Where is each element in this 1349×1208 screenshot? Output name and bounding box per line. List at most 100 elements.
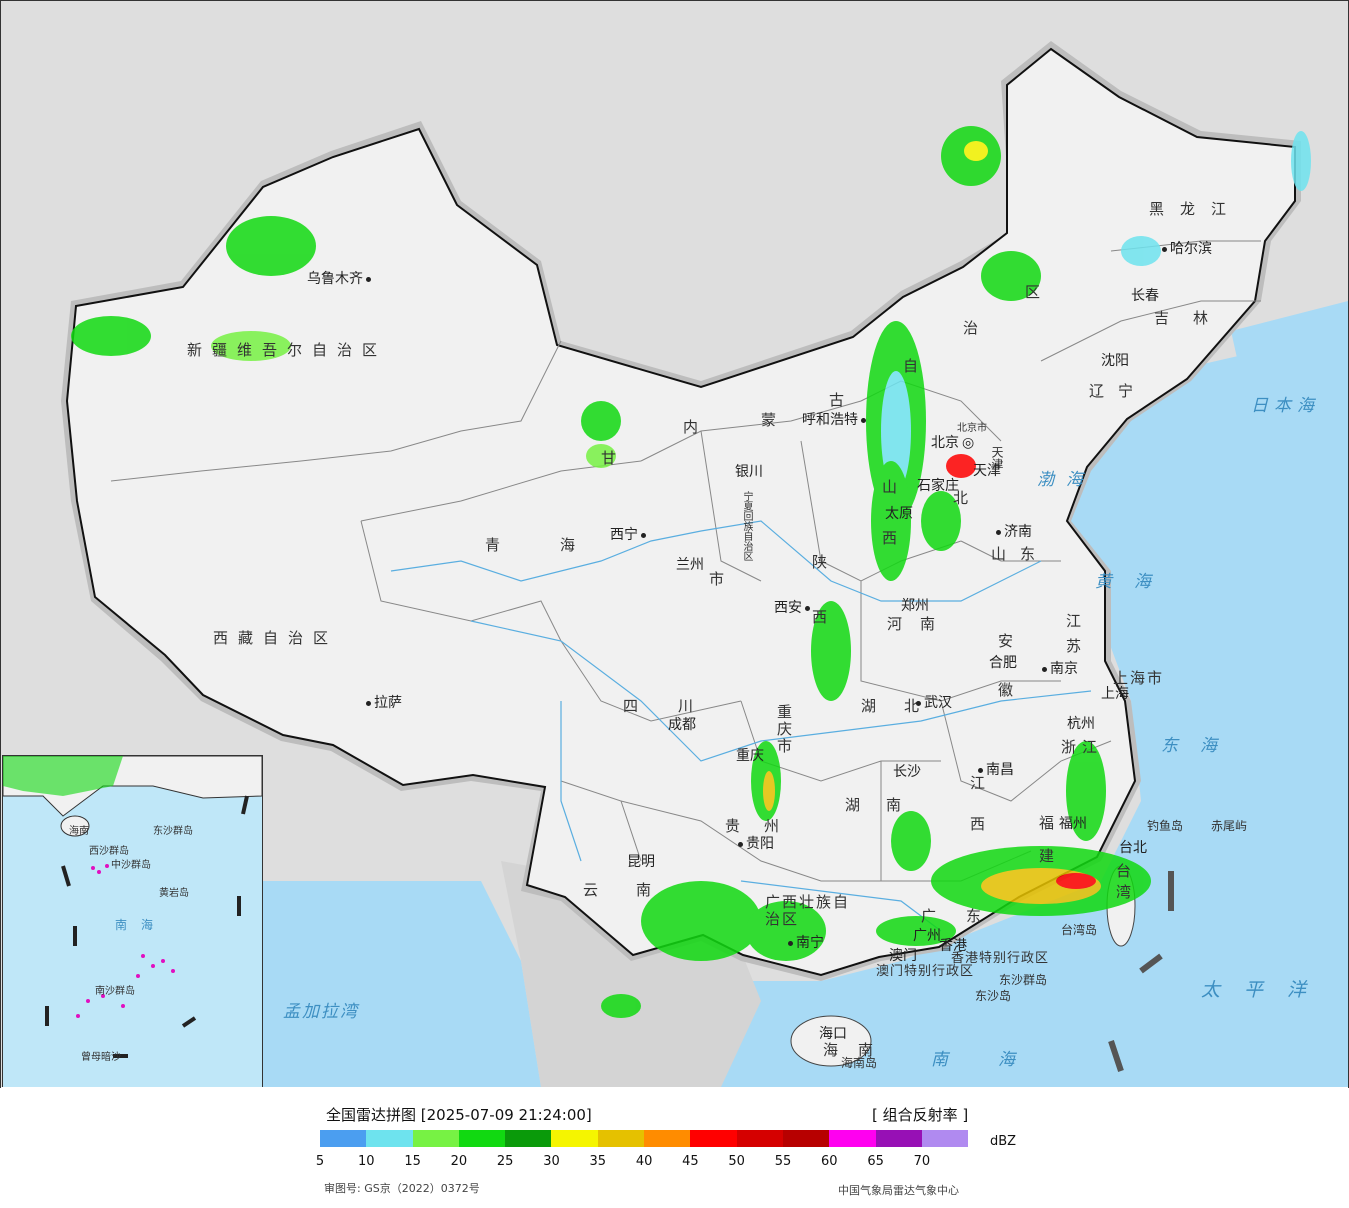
- city-lhasa[interactable]: 拉萨: [363, 692, 402, 712]
- city-dot-icon: [861, 417, 866, 423]
- scale-tick-label: 20: [450, 1154, 468, 1169]
- province-label-liaoning: 辽宁: [1089, 382, 1148, 400]
- scale-tick-label: 65: [867, 1154, 884, 1169]
- city-dot-icon: [366, 700, 371, 706]
- sea-label-taipingyang: 太平洋: [1201, 979, 1331, 1001]
- city-haikou[interactable]: 海口: [819, 1023, 847, 1043]
- sea-label-bohai: 渤海: [1037, 470, 1095, 490]
- boundary-dashes: [1108, 871, 1174, 1072]
- scale-tick-label: 5: [315, 1154, 325, 1169]
- island-label-diaoyu: 钓鱼岛: [1147, 819, 1184, 833]
- city-taiyuan[interactable]: 太原: [885, 503, 913, 523]
- color-swatch: [597, 1130, 645, 1147]
- province-label-gansu-shi: 市: [709, 570, 735, 588]
- city-label: 上海: [1101, 686, 1129, 702]
- province-label-guangxi: 广西壮族自治区: [765, 893, 851, 928]
- city-zhengzhou[interactable]: 郑州: [901, 595, 929, 615]
- city-urumqi[interactable]: 乌鲁木齐: [307, 268, 374, 288]
- city-wuhan[interactable]: 武汉: [913, 692, 952, 712]
- island-label-dongsha: 东沙群岛: [999, 973, 1048, 987]
- province-label-heilongjiang: 黑龙江: [1149, 200, 1243, 218]
- scale-tick-label: 55: [774, 1154, 792, 1169]
- city-label: 长春: [1131, 288, 1159, 304]
- unit-label: dBZ: [990, 1134, 1017, 1149]
- capital-star-icon: ◎: [962, 435, 975, 451]
- city-jinan[interactable]: 济南: [993, 521, 1032, 541]
- color-swatch: [366, 1130, 413, 1147]
- city-label: 银川: [735, 464, 763, 480]
- city-hefei[interactable]: 合肥: [989, 652, 1017, 672]
- city-guangzhou[interactable]: 广州: [913, 925, 941, 945]
- city-label: 沈阳: [1101, 353, 1129, 369]
- city-kunming[interactable]: 昆明: [627, 851, 655, 871]
- china-radar-map[interactable]: 新疆维吾尔自治区 西藏自治区 青海 甘 内 蒙 古 自 治 区 黑龙江 吉林 辽…: [1, 1, 1348, 1087]
- japan-sea-area: [1231, 301, 1348, 421]
- sea-label-donghai: 东海: [1161, 736, 1239, 756]
- city-label: 乌鲁木齐: [307, 271, 363, 287]
- scale-tick-label: 60: [821, 1154, 838, 1169]
- city-fuzhou[interactable]: 福州: [1059, 813, 1087, 833]
- province-label-sichuan: 四川: [623, 697, 734, 715]
- city-hohhot[interactable]: 呼和浩特: [802, 409, 869, 429]
- province-label-xizang: 西藏自治区: [213, 629, 339, 647]
- city-label: 重庆: [736, 748, 764, 764]
- city-xian[interactable]: 西安: [774, 597, 813, 617]
- city-xining[interactable]: 西宁: [610, 524, 649, 544]
- city-label: 西安: [774, 600, 802, 616]
- city-label: 海口: [819, 1026, 847, 1042]
- inset-label-xisha: 西沙群岛: [89, 846, 129, 857]
- city-yinchuan[interactable]: 银川: [735, 461, 763, 481]
- city-dot-icon: [1042, 666, 1047, 672]
- city-chongqing[interactable]: 重庆: [736, 745, 764, 765]
- province-label-hubei: 湖北: [861, 697, 948, 715]
- scale-tick-label: 50: [728, 1154, 745, 1169]
- city-macau[interactable]: 澳门: [889, 945, 917, 965]
- color-swatch: [690, 1130, 737, 1147]
- city-label: 长沙: [893, 764, 921, 780]
- inset-label-nansha: 南沙群岛: [95, 986, 135, 997]
- sea-label-mengjialawan: 孟加拉湾: [283, 1002, 359, 1022]
- city-dot-icon: [788, 940, 793, 946]
- scale-tick-label: 25: [496, 1154, 514, 1169]
- city-shijiazhuang[interactable]: 石家庄: [917, 475, 959, 495]
- city-chengdu[interactable]: 成都: [668, 714, 696, 734]
- city-hongkong[interactable]: 香港: [939, 935, 967, 955]
- city-beijing[interactable]: 北京 ◎: [931, 432, 974, 452]
- province-label-tianjin: 天津: [990, 446, 1004, 470]
- sea-label-nanhai: 南海: [931, 1050, 1065, 1070]
- south-china-sea-inset[interactable]: 南海 西沙群岛 中沙群岛 南沙群岛 黄岩岛 曾母暗沙 海南 东沙群岛: [2, 755, 263, 1087]
- color-swatch: [320, 1130, 367, 1147]
- bay-of-bengal-area: [261, 881, 541, 1087]
- city-harbin[interactable]: 哈尔滨: [1159, 238, 1212, 258]
- color-swatch: [458, 1130, 506, 1147]
- color-swatch: [551, 1130, 598, 1147]
- island-label-chiwei: 赤尾屿: [1211, 819, 1248, 833]
- city-dot-icon: [641, 532, 646, 538]
- city-changchun[interactable]: 长春: [1131, 285, 1159, 305]
- color-swatch: [782, 1130, 830, 1147]
- city-label: 天津: [973, 463, 1001, 479]
- city-taipei[interactable]: 台北: [1119, 837, 1147, 857]
- city-dot-icon: [996, 529, 1001, 535]
- scale-tick-label: 30: [543, 1154, 560, 1169]
- city-nanchang[interactable]: 南昌: [975, 759, 1014, 779]
- city-label: 台北: [1119, 840, 1147, 856]
- city-label: 拉萨: [374, 695, 402, 711]
- city-label: 太原: [885, 506, 913, 522]
- legend-title: 全国雷达拼图 [2025-07-09 21:24:00]: [326, 1106, 592, 1124]
- province-label-neimenggu-5: 治: [963, 319, 989, 337]
- city-hangzhou[interactable]: 杭州: [1067, 713, 1095, 733]
- city-shanghai[interactable]: 上海: [1101, 683, 1129, 703]
- city-dot-icon: [805, 605, 810, 611]
- city-nanning[interactable]: 南宁: [785, 932, 824, 952]
- city-nanjing[interactable]: 南京: [1039, 658, 1078, 678]
- city-changsha[interactable]: 长沙: [893, 761, 921, 781]
- city-label: 北京: [931, 435, 959, 451]
- city-label: 石家庄: [917, 478, 959, 494]
- city-tianjin[interactable]: 天津: [973, 460, 1001, 480]
- city-shenyang[interactable]: 沈阳: [1101, 350, 1129, 370]
- province-label-neimenggu-1: 内: [683, 418, 709, 436]
- province-label-hebei: 北: [953, 489, 979, 507]
- city-guiyang[interactable]: 贵阳: [735, 833, 774, 853]
- city-lanzhou[interactable]: 兰州: [676, 554, 704, 574]
